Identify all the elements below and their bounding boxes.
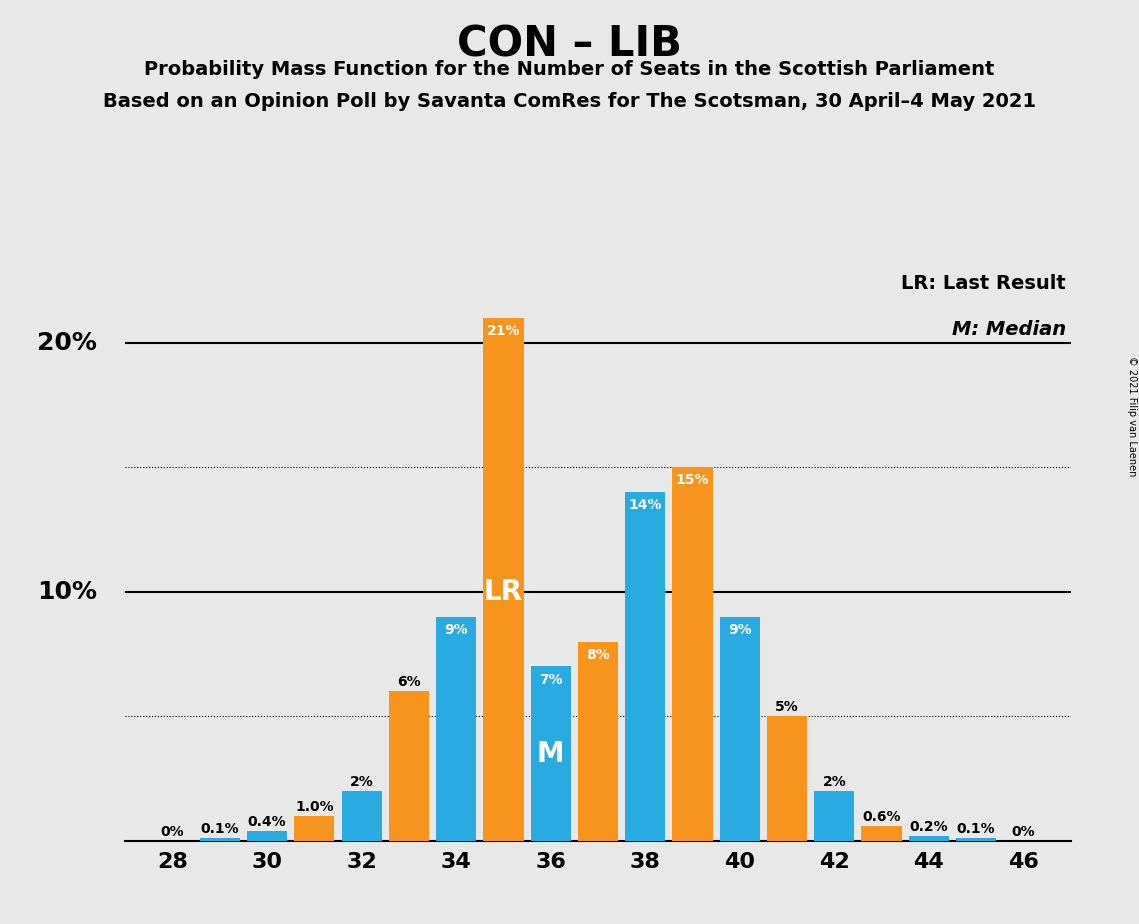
Bar [720,616,760,841]
Bar [483,318,524,841]
Text: 21%: 21% [486,324,521,338]
Bar [861,826,902,841]
Text: 15%: 15% [675,473,710,488]
Bar [342,791,382,841]
Text: 8%: 8% [587,648,609,662]
Bar [767,716,808,841]
Bar [199,838,240,841]
Bar [625,492,665,841]
Text: 0%: 0% [1011,825,1035,839]
Text: CON – LIB: CON – LIB [457,23,682,65]
Text: M: Median: M: Median [952,320,1066,338]
Bar [672,468,713,841]
Text: 14%: 14% [629,498,662,512]
Bar [436,616,476,841]
Text: Probability Mass Function for the Number of Seats in the Scottish Parliament: Probability Mass Function for the Number… [145,60,994,79]
Text: 0.2%: 0.2% [910,820,948,833]
Text: 0.4%: 0.4% [248,815,286,829]
Bar [956,838,997,841]
Text: 0%: 0% [161,825,185,839]
Text: © 2021 Filip van Laenen: © 2021 Filip van Laenen [1126,356,1137,476]
Bar [388,691,429,841]
Text: M: M [536,740,565,768]
Text: 9%: 9% [444,623,468,637]
Text: 7%: 7% [539,673,563,687]
Bar [247,831,287,841]
Text: 0.1%: 0.1% [957,822,995,836]
Text: 0.6%: 0.6% [862,810,901,824]
Text: 6%: 6% [398,675,420,689]
Text: 0.1%: 0.1% [200,822,239,836]
Text: 10%: 10% [36,579,97,603]
Text: 2%: 2% [350,775,374,789]
Text: 5%: 5% [776,700,798,714]
Bar [294,816,335,841]
Text: 20%: 20% [36,331,97,355]
Text: Based on an Opinion Poll by Savanta ComRes for The Scotsman, 30 April–4 May 2021: Based on an Opinion Poll by Savanta ComR… [103,92,1036,112]
Bar [814,791,854,841]
Bar [531,666,571,841]
Text: 1.0%: 1.0% [295,800,334,814]
Text: LR: LR [484,578,523,606]
Bar [909,836,949,841]
Bar [577,641,618,841]
Text: 9%: 9% [728,623,752,637]
Text: LR: Last Result: LR: Last Result [901,274,1066,293]
Text: 2%: 2% [822,775,846,789]
